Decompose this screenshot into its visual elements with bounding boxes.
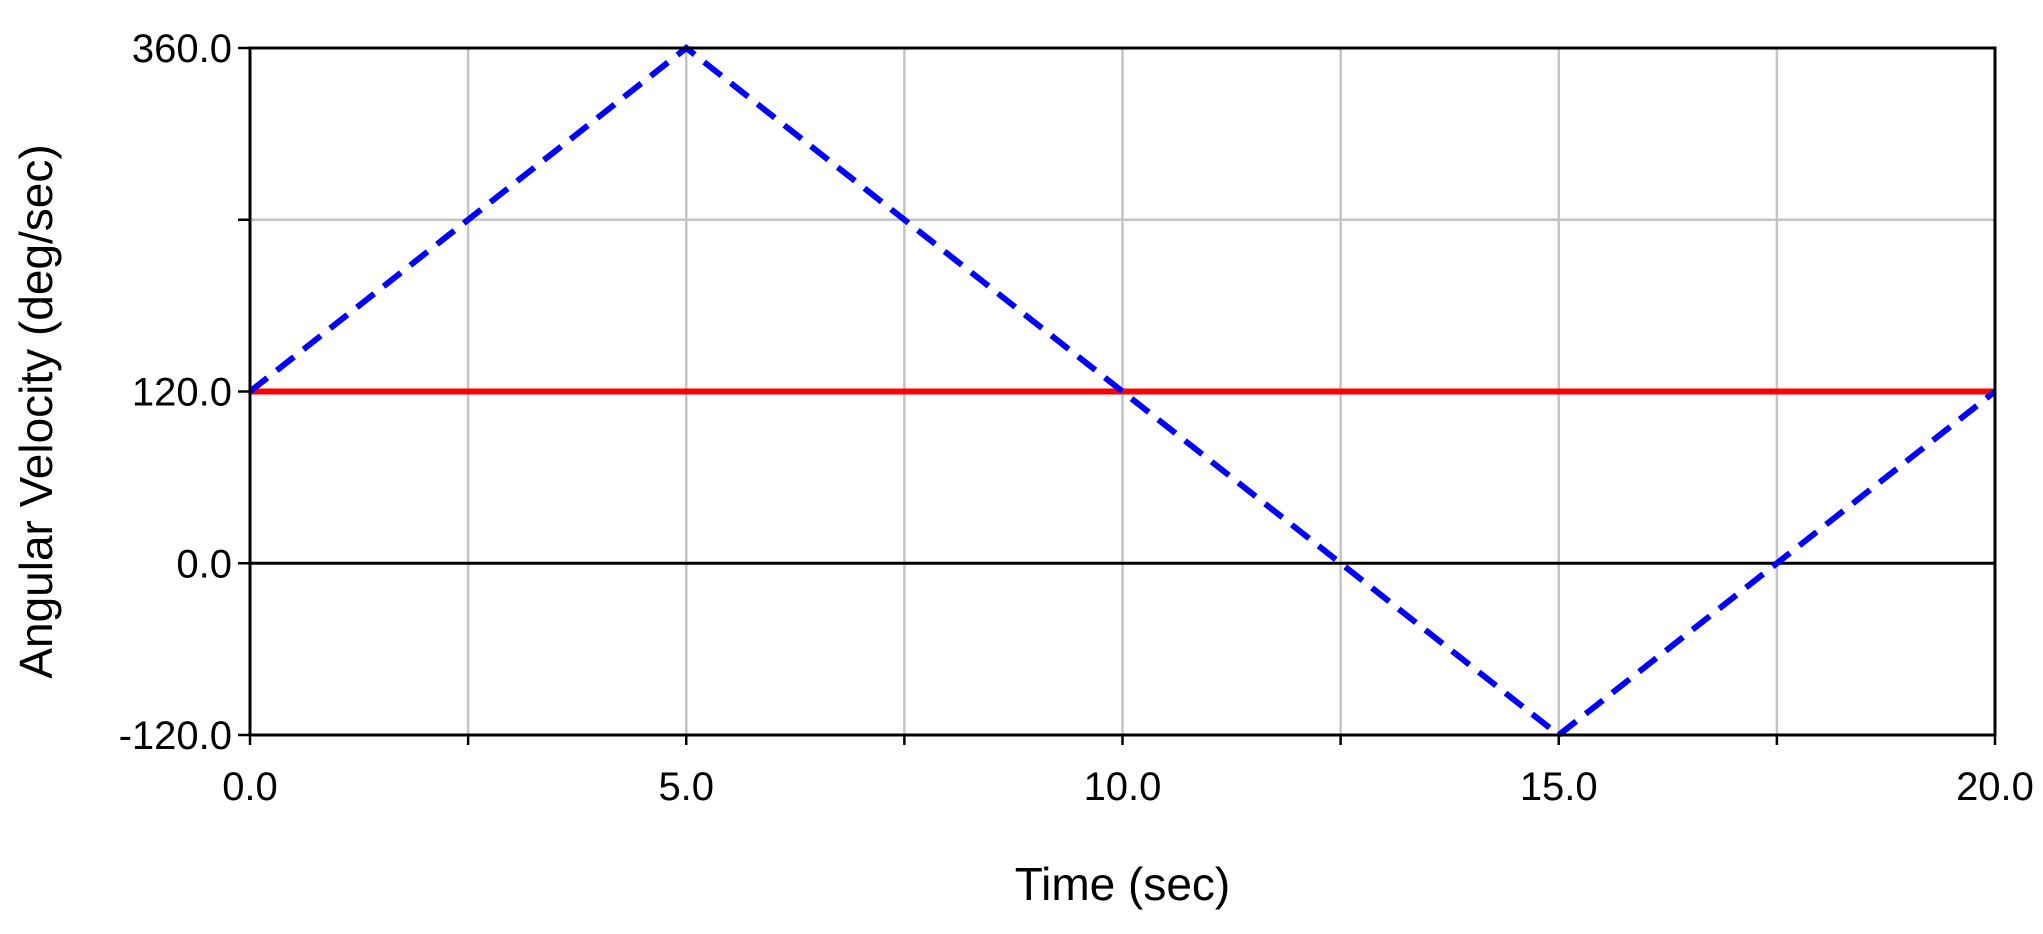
x-axis-title: Time (sec) xyxy=(1015,858,1231,910)
x-tick-label: 20.0 xyxy=(1956,765,2034,809)
axis-ticks: 0.0 5.0 10.0 15.0 20.0 -120.0 0.0 120.0 360.0 xyxy=(119,27,2034,809)
x-tick-label: 0.0 xyxy=(222,765,278,809)
y-tick-label: 360.0 xyxy=(132,27,232,71)
y-tick-label: 120.0 xyxy=(132,371,232,415)
series-layer xyxy=(248,44,1997,739)
y-tick-label: -120.0 xyxy=(119,714,232,758)
series-line-dashed xyxy=(248,44,1997,739)
y-tick-label: 0.0 xyxy=(176,542,232,586)
x-tick-label: 5.0 xyxy=(658,765,714,809)
y-axis-title: Angular Velocity (deg/sec) xyxy=(10,144,62,678)
x-tick-label: 10.0 xyxy=(1084,765,1162,809)
x-tick-label: 15.0 xyxy=(1520,765,1598,809)
